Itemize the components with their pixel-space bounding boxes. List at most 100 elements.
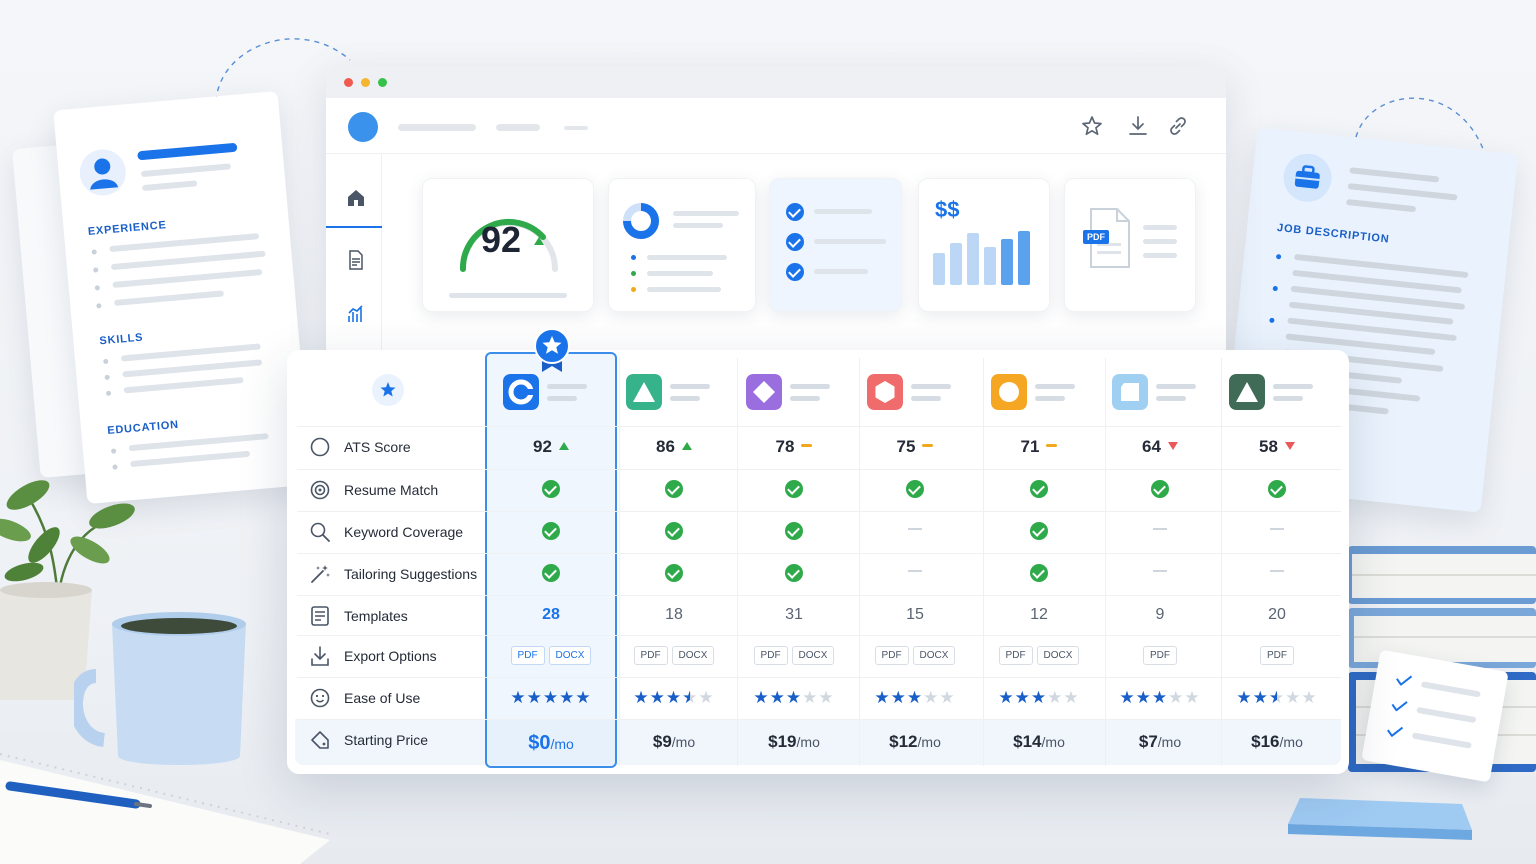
plant-decoration xyxy=(0,480,135,700)
export-options-cell: PDF DOCX xyxy=(492,645,610,665)
feature-label: Starting Price xyxy=(344,732,429,748)
star-rating-icon: ★ xyxy=(1047,688,1064,707)
notebook-and-pen xyxy=(0,753,331,864)
tailoring-cell xyxy=(980,564,1098,587)
ease-of-use-rating: ★★★★★ xyxy=(615,688,733,708)
window-maximize-button[interactable] xyxy=(378,78,387,87)
tool-logo-triangle[interactable] xyxy=(1229,374,1265,410)
trend-up-icon xyxy=(681,442,692,450)
star-rating-icon: ★ xyxy=(753,688,770,707)
column-divider xyxy=(1105,358,1106,766)
dashed-arc-left xyxy=(215,38,351,102)
ats-score-cell: 58 xyxy=(1218,437,1336,457)
coffee-mug xyxy=(74,612,246,765)
check-icon xyxy=(786,233,804,251)
row-divider xyxy=(297,511,1341,512)
tool-logo-letter-c[interactable] xyxy=(503,374,539,410)
keywords-cell xyxy=(735,522,853,545)
not-available-dash xyxy=(1153,570,1167,572)
tailoring-cell xyxy=(492,564,610,587)
check-icon xyxy=(1030,522,1048,540)
tool-logo-diamond[interactable] xyxy=(746,374,782,410)
feature-label: Export Options xyxy=(344,648,437,664)
star-icon[interactable] xyxy=(1080,114,1104,138)
ats-score-cell: 75 xyxy=(856,437,974,457)
home-icon[interactable] xyxy=(346,188,366,208)
price-period: /mo xyxy=(671,734,696,750)
ats-score-value: 78 xyxy=(775,437,795,456)
favorite-star-icon xyxy=(372,374,404,406)
star-rating-icon: ★ xyxy=(939,688,956,707)
resume-document: EXPERIENCE SKILLS EDUCATION xyxy=(53,90,312,505)
price-period: /mo xyxy=(796,734,820,750)
highlighted-column[interactable] xyxy=(485,352,617,768)
tool-name-placeholder xyxy=(1156,396,1186,401)
score-card[interactable]: 92 xyxy=(422,178,594,312)
resume-section-education: EDUCATION xyxy=(106,418,180,438)
tailoring-cell xyxy=(856,564,974,582)
insights-card[interactable] xyxy=(608,178,756,312)
templates-count-cell: 18 xyxy=(615,606,733,624)
tool-logo-rounded-square[interactable] xyxy=(1112,374,1148,410)
pricing-card[interactable]: $$ xyxy=(918,178,1050,312)
tool-logo-circle[interactable] xyxy=(991,374,1027,410)
feature-label: Keyword Coverage xyxy=(344,524,464,540)
starting-price-cell: $7/mo xyxy=(1101,732,1219,752)
trend-down-icon xyxy=(1284,442,1295,450)
analytics-icon[interactable] xyxy=(346,304,366,324)
templates-count: 12 xyxy=(1030,606,1048,623)
check-icon xyxy=(785,480,803,498)
star-rating-icon: ★ xyxy=(526,688,543,707)
check-icon xyxy=(1396,675,1413,687)
not-available-dash xyxy=(1270,570,1284,572)
starting-price-cell: $19/mo xyxy=(735,732,853,752)
match-cell xyxy=(1101,480,1219,503)
star-rating-icon: ★ xyxy=(1268,688,1286,707)
link-icon[interactable] xyxy=(1166,114,1190,138)
check-icon xyxy=(1391,701,1408,712)
app-sidebar xyxy=(326,154,382,366)
tool-logo-hexagon[interactable] xyxy=(867,374,903,410)
donut-chart-icon xyxy=(623,203,659,239)
row-divider xyxy=(297,469,1341,470)
tool-name-placeholder xyxy=(547,384,587,389)
templates-count-cell: 9 xyxy=(1101,606,1219,624)
tool-name-placeholder xyxy=(670,396,700,401)
price-value: $12 xyxy=(889,732,918,751)
check-icon xyxy=(906,480,924,498)
match-cell xyxy=(856,480,974,503)
profile-avatar[interactable] xyxy=(348,112,378,142)
tool-logo-triangle[interactable] xyxy=(626,374,662,410)
star-rating-icon: ★ xyxy=(510,688,527,707)
trend-down-icon xyxy=(1167,442,1178,450)
sticky-note-pad xyxy=(1288,798,1472,840)
templates-count: 28 xyxy=(542,606,560,623)
export-format-badge: DOCX xyxy=(548,646,592,665)
trend-flat-icon xyxy=(1046,444,1058,447)
keywords-cell xyxy=(980,522,1098,545)
price-value: $9 xyxy=(652,732,672,751)
keywords-cell xyxy=(615,522,733,545)
download-icon[interactable] xyxy=(1126,114,1150,138)
match-cell xyxy=(615,480,733,503)
window-minimize-button[interactable] xyxy=(361,78,370,87)
export-options-cell: PDF DOCX xyxy=(980,645,1098,665)
ats-score-value: 92 xyxy=(533,437,552,456)
price-value: $16 xyxy=(1251,732,1280,751)
tailoring-cell xyxy=(615,564,733,587)
price-value: $7 xyxy=(1138,732,1158,751)
pdf-badge: PDF xyxy=(1083,230,1109,244)
window-close-button[interactable] xyxy=(344,78,353,87)
export-file-card[interactable]: PDF xyxy=(1064,178,1196,312)
score-value: 92 xyxy=(481,219,522,260)
match-cell xyxy=(1218,480,1336,503)
checklist-card[interactable] xyxy=(769,178,902,312)
price-period: /mo xyxy=(1279,734,1303,750)
templates-count-cell: 28 xyxy=(492,606,610,624)
check-icon xyxy=(665,522,683,540)
star-rating-icon: ★ xyxy=(1135,688,1152,707)
templates-count-cell: 12 xyxy=(980,606,1098,624)
export-format-badge: PDF xyxy=(874,646,909,665)
document-icon[interactable] xyxy=(346,250,366,270)
starting-price-cell: $9/mo xyxy=(615,732,733,752)
